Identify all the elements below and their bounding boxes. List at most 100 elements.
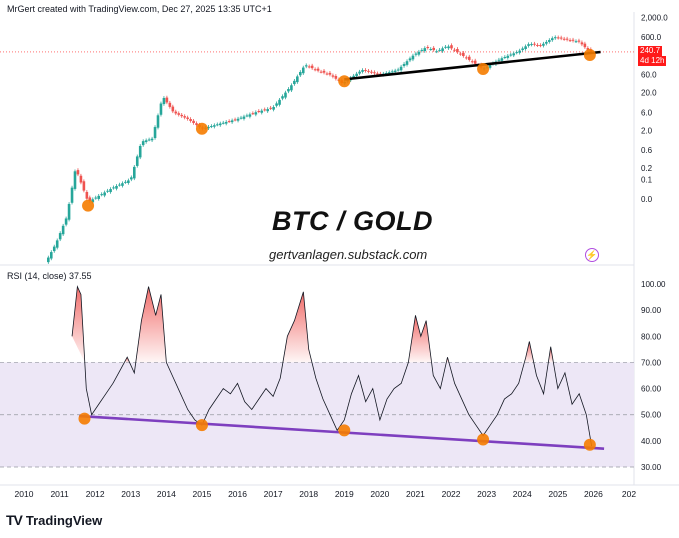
rsi-overbought-fill [135,286,167,363]
x-tick-label: 2021 [406,489,425,499]
candle-body [364,70,367,72]
rsi-tick-label: 60.00 [641,385,662,394]
rsi-low-marker [338,424,351,437]
candle-body [500,58,504,61]
candle-body [307,66,311,68]
x-tick-label: 2025 [548,489,567,499]
candle-body [162,97,166,105]
price-tick-label: 0.2 [641,164,653,173]
candle-body [530,44,533,46]
candle-body [459,53,462,55]
candle-body [586,48,590,51]
candle-body [159,103,163,115]
price-low-marker [82,199,95,212]
candle-body [55,240,59,248]
price-pane: 2,000.0600.0200.060.020.06.02.00.60.20.1… [0,12,668,485]
x-tick-label: 2018 [299,489,318,499]
x-tick-label: 2011 [50,489,69,499]
candle-body [207,126,210,129]
tradingview-brand[interactable]: TV TradingView [6,512,102,528]
candle-body [524,46,527,50]
candle-body [266,109,269,112]
candle-body [553,37,557,39]
candle-body [545,41,548,44]
candle-body [73,171,77,189]
candle-body [447,46,450,49]
candle-body [580,42,584,45]
rsi-low-marker [78,412,91,425]
candle-body [174,111,178,114]
price-tick-label: 2.0 [641,126,653,135]
candle-body [426,47,430,49]
candle-body [509,54,513,56]
rsi-low-marker [477,433,490,446]
candle-body [103,192,106,196]
candle-body [183,116,186,118]
candle-body [488,64,492,68]
candle-body [399,66,403,71]
candle-body [124,181,127,183]
candle-body [420,49,424,51]
price-tick-label: 60.0 [641,71,657,80]
candle-body [503,56,507,58]
candle-body [444,46,447,48]
candle-body [313,69,317,71]
candle-body [328,72,332,75]
rsi-tick-label: 100.00 [641,280,666,289]
candle-body [135,156,139,166]
price-low-marker [583,48,596,61]
x-tick-label: 2019 [335,489,354,499]
candle-body [518,50,521,53]
candle-body [49,252,53,259]
candle-body [396,69,400,71]
x-tick-label: 2010 [15,489,34,499]
price-tick-label: 6.0 [641,108,653,117]
candle-body [556,37,560,39]
candle-body [180,114,184,117]
candle-body [242,116,246,119]
candle-body [568,40,572,42]
candle-body [230,120,234,123]
price-tick-label: 20.0 [641,89,657,98]
rsi-overbought-fill [124,357,130,363]
candle-body [130,177,133,180]
substack-icon: ⚡ [585,248,599,262]
candle-body [527,44,530,46]
candle-body [144,140,148,143]
candle-body [61,225,65,235]
candle-body [408,58,412,61]
x-tick-label: 2023 [477,489,496,499]
candle-body [304,65,308,67]
candle-body [236,118,240,121]
candle-body [94,197,98,199]
candle-body [462,52,465,57]
candle-body [165,97,169,103]
candle-body [536,44,539,46]
candle-body [109,189,112,193]
candle-body [296,76,299,83]
rsi-tick-label: 50.00 [641,411,662,420]
candle-body [156,115,160,128]
x-tick-label: 2026 [584,489,603,499]
candle-body [298,71,302,76]
candle-body [515,52,519,54]
candle-body [432,47,436,51]
candle-body [387,72,391,74]
candle-body [405,61,409,65]
candle-body [118,184,121,186]
candle-body [334,76,338,79]
candle-body [85,191,89,199]
candle-body [319,71,323,73]
rsi-tick-label: 40.00 [641,437,662,446]
rsi-low-marker [195,419,208,432]
candle-body [213,125,216,127]
candle-body [402,63,406,67]
candle-body [370,71,373,73]
candle-body [76,170,80,175]
candle-body [281,96,284,99]
candle-body [429,49,433,51]
candle-body [414,53,418,55]
rsi-low-marker [583,438,596,451]
candle-body [257,110,261,112]
candle-body [550,38,554,41]
